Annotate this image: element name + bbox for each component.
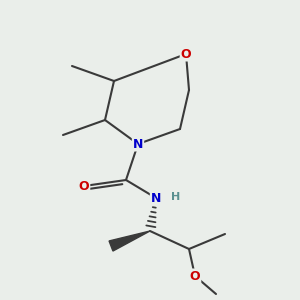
Text: N: N <box>151 191 161 205</box>
Text: N: N <box>133 137 143 151</box>
Text: O: O <box>181 47 191 61</box>
Text: H: H <box>171 191 180 202</box>
Polygon shape <box>109 231 150 251</box>
Text: O: O <box>79 179 89 193</box>
Text: O: O <box>190 269 200 283</box>
